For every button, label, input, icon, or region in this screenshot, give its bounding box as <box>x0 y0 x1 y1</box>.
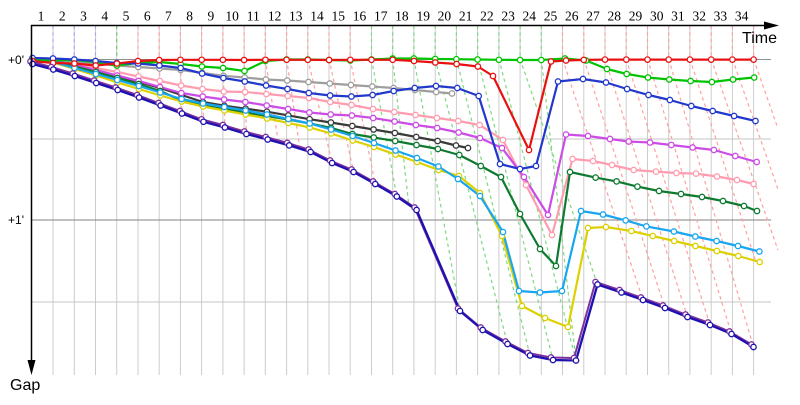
svg-text:8: 8 <box>186 9 193 24</box>
svg-text:7: 7 <box>165 9 172 24</box>
svg-text:33: 33 <box>714 9 728 24</box>
svg-text:5: 5 <box>123 9 130 24</box>
svg-text:31: 31 <box>671 9 685 24</box>
svg-text:Gap: Gap <box>10 377 40 394</box>
svg-text:20: 20 <box>438 9 452 24</box>
svg-text:+1': +1' <box>8 213 24 227</box>
svg-text:14: 14 <box>310 9 324 24</box>
svg-text:30: 30 <box>650 9 664 24</box>
svg-text:29: 29 <box>629 9 643 24</box>
svg-text:23: 23 <box>501 9 515 24</box>
svg-text:22: 22 <box>480 9 494 24</box>
svg-text:6: 6 <box>144 9 151 24</box>
svg-text:34: 34 <box>735 9 749 24</box>
svg-text:10: 10 <box>225 9 239 24</box>
svg-text:4: 4 <box>101 9 108 24</box>
svg-text:3: 3 <box>80 9 87 24</box>
svg-text:21: 21 <box>459 9 473 24</box>
svg-text:18: 18 <box>395 9 409 24</box>
svg-text:17: 17 <box>374 9 388 24</box>
svg-text:9: 9 <box>208 9 215 24</box>
svg-text:+0': +0' <box>8 53 24 67</box>
svg-text:25: 25 <box>544 9 558 24</box>
svg-text:13: 13 <box>289 9 303 24</box>
svg-text:26: 26 <box>565 9 579 24</box>
svg-text:28: 28 <box>607 9 621 24</box>
svg-text:27: 27 <box>586 9 600 24</box>
svg-text:1: 1 <box>38 9 45 24</box>
svg-text:24: 24 <box>523 9 537 24</box>
svg-text:19: 19 <box>416 9 430 24</box>
svg-text:12: 12 <box>268 9 282 24</box>
svg-text:11: 11 <box>247 9 260 24</box>
svg-text:15: 15 <box>331 9 345 24</box>
svg-text:32: 32 <box>692 9 706 24</box>
svg-text:Time: Time <box>742 30 777 47</box>
svg-text:16: 16 <box>353 9 367 24</box>
svg-text:2: 2 <box>59 9 66 24</box>
